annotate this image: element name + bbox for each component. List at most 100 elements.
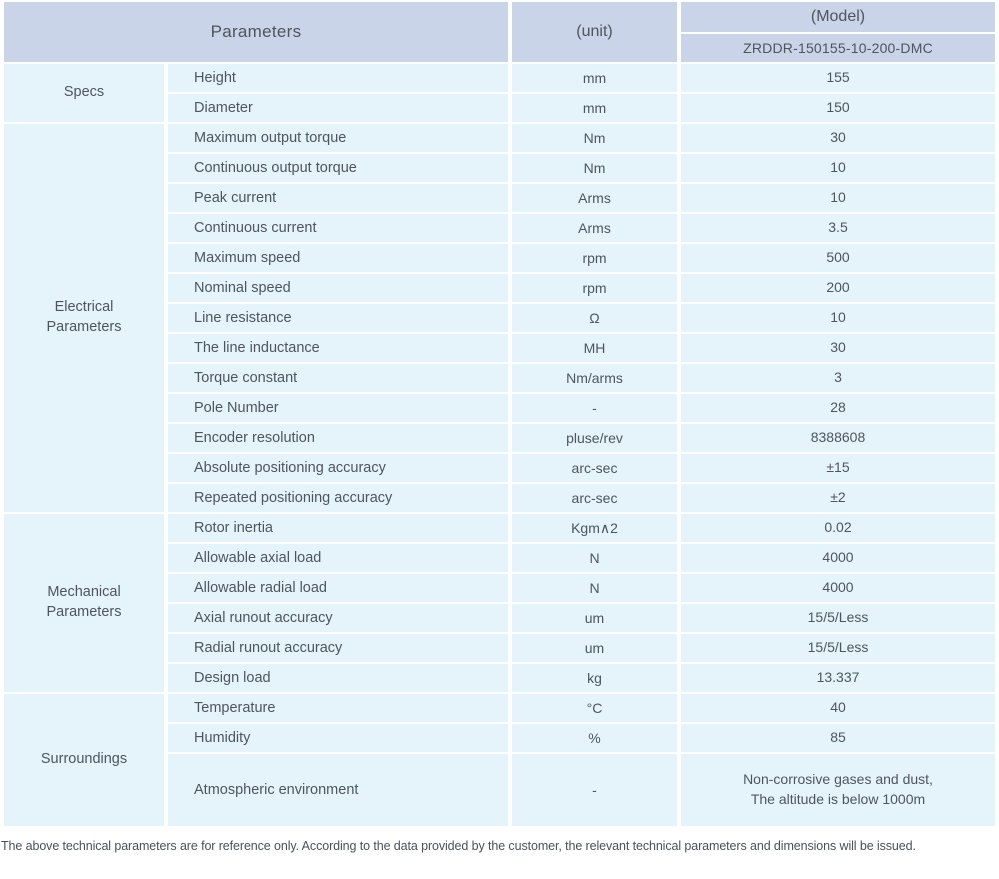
unit-cell: rpm bbox=[512, 244, 677, 272]
param-cell: Allowable axial load bbox=[168, 544, 508, 572]
table-row: Specs Height mm 155 bbox=[4, 64, 995, 122]
spec-table: Parameters (unit) (Model) ZRDDR-150155-1… bbox=[4, 2, 995, 826]
table-row: Design load kg 13.337 bbox=[4, 664, 995, 692]
param-cell: Repeated positioning accuracy bbox=[168, 484, 508, 512]
header-row: Parameters (unit) (Model) bbox=[4, 2, 995, 62]
param-cell: Continuous output torque bbox=[168, 154, 508, 182]
value-cell: 500 bbox=[681, 244, 995, 272]
value-cell: Non-corrosive gases and dust, The altitu… bbox=[681, 754, 995, 826]
unit-cell: N bbox=[512, 574, 677, 602]
table-row: Absolute positioning accuracy arc-sec ±1… bbox=[4, 454, 995, 482]
header-model: (Model) bbox=[681, 2, 995, 32]
value-cell: 10 bbox=[681, 154, 995, 182]
unit-cell: Nm bbox=[512, 124, 677, 152]
unit-cell: N bbox=[512, 544, 677, 572]
param-cell: Continuous current bbox=[168, 214, 508, 242]
unit-cell: MH bbox=[512, 334, 677, 362]
unit-cell: Nm bbox=[512, 154, 677, 182]
group-label-electrical: Electrical Parameters bbox=[4, 124, 164, 512]
value-cell: 4000 bbox=[681, 544, 995, 572]
table-row: Electrical Parameters Maximum output tor… bbox=[4, 124, 995, 512]
value-cell: 10 bbox=[681, 184, 995, 212]
value-cell: 3 bbox=[681, 364, 995, 392]
param-cell: Humidity bbox=[168, 724, 508, 752]
value-cell: 3.5 bbox=[681, 214, 995, 242]
unit-cell: Arms bbox=[512, 184, 677, 212]
param-cell: Line resistance bbox=[168, 304, 508, 332]
value-cell: 4000 bbox=[681, 574, 995, 602]
table-row: Repeated positioning accuracy arc-sec ±2 bbox=[4, 484, 995, 512]
param-cell: Rotor inertia bbox=[168, 514, 508, 542]
group-label-specs: Specs bbox=[4, 64, 164, 122]
param-cell: Encoder resolution bbox=[168, 424, 508, 452]
unit-cell: °C bbox=[512, 694, 677, 722]
param-cell: Atmospheric environment bbox=[168, 754, 508, 826]
table-row: Continuous output torque Nm 10 bbox=[4, 154, 995, 182]
unit-cell: pluse/rev bbox=[512, 424, 677, 452]
unit-cell: mm bbox=[512, 64, 677, 92]
table-row: Line resistance Ω 10 bbox=[4, 304, 995, 332]
value-cell: 28 bbox=[681, 394, 995, 422]
table-row: Radial runout accuracy um 15/5/Less bbox=[4, 634, 995, 662]
param-cell: Axial runout accuracy bbox=[168, 604, 508, 632]
table-row: Diameter mm 150 bbox=[4, 94, 995, 122]
unit-cell: arc-sec bbox=[512, 484, 677, 512]
param-cell: Absolute positioning accuracy bbox=[168, 454, 508, 482]
value-cell: 150 bbox=[681, 94, 995, 122]
param-cell: Diameter bbox=[168, 94, 508, 122]
value-cell: 85 bbox=[681, 724, 995, 752]
param-cell: Design load bbox=[168, 664, 508, 692]
group-label-mechanical: Mechanical Parameters bbox=[4, 514, 164, 692]
unit-cell: um bbox=[512, 634, 677, 662]
table-row: Peak current Arms 10 bbox=[4, 184, 995, 212]
param-cell: Temperature bbox=[168, 694, 508, 722]
footnote: The above technical parameters are for r… bbox=[1, 839, 916, 853]
value-cell: 15/5/Less bbox=[681, 634, 995, 662]
unit-cell: - bbox=[512, 754, 677, 826]
value-cell: 40 bbox=[681, 694, 995, 722]
table-row: The line inductance MH 30 bbox=[4, 334, 995, 362]
unit-cell: rpm bbox=[512, 274, 677, 302]
table-row: Axial runout accuracy um 15/5/Less bbox=[4, 604, 995, 632]
header-model-row: ZRDDR-150155-10-200-DMC bbox=[4, 34, 995, 62]
table-row: Surroundings Temperature °C 40 bbox=[4, 694, 995, 826]
table-row: Mechanical Parameters Rotor inertia Kgm∧… bbox=[4, 514, 995, 692]
value-cell: 8388608 bbox=[681, 424, 995, 452]
header-model-code: ZRDDR-150155-10-200-DMC bbox=[681, 34, 995, 62]
param-cell: Maximum speed bbox=[168, 244, 508, 272]
table-row: Torque constant Nm/arms 3 bbox=[4, 364, 995, 392]
param-cell: Height bbox=[168, 64, 508, 92]
unit-cell: kg bbox=[512, 664, 677, 692]
table-row: Humidity % 85 bbox=[4, 724, 995, 752]
header-unit: (unit) bbox=[512, 2, 677, 62]
table-row: Maximum speed rpm 500 bbox=[4, 244, 995, 272]
unit-cell: arc-sec bbox=[512, 454, 677, 482]
value-cell: 155 bbox=[681, 64, 995, 92]
param-cell: Allowable radial load bbox=[168, 574, 508, 602]
unit-cell: - bbox=[512, 394, 677, 422]
table-row: Encoder resolution pluse/rev 8388608 bbox=[4, 424, 995, 452]
value-cell: 15/5/Less bbox=[681, 604, 995, 632]
value-cell: ±15 bbox=[681, 454, 995, 482]
table-row: Allowable axial load N 4000 bbox=[4, 544, 995, 572]
param-cell: Maximum output torque bbox=[168, 124, 508, 152]
value-cell: 0.02 bbox=[681, 514, 995, 542]
param-cell: Torque constant bbox=[168, 364, 508, 392]
value-cell: 30 bbox=[681, 124, 995, 152]
table-row: Nominal speed rpm 200 bbox=[4, 274, 995, 302]
unit-cell: Arms bbox=[512, 214, 677, 242]
unit-cell: % bbox=[512, 724, 677, 752]
table-row: Pole Number - 28 bbox=[4, 394, 995, 422]
value-cell: ±2 bbox=[681, 484, 995, 512]
unit-cell: Nm/arms bbox=[512, 364, 677, 392]
param-cell: Peak current bbox=[168, 184, 508, 212]
unit-cell: Kgm∧2 bbox=[512, 514, 677, 542]
table-row: Continuous current Arms 3.5 bbox=[4, 214, 995, 242]
unit-cell: um bbox=[512, 604, 677, 632]
param-cell: Radial runout accuracy bbox=[168, 634, 508, 662]
value-cell: 13.337 bbox=[681, 664, 995, 692]
param-cell: Nominal speed bbox=[168, 274, 508, 302]
param-cell: Pole Number bbox=[168, 394, 508, 422]
param-cell: The line inductance bbox=[168, 334, 508, 362]
value-cell: 200 bbox=[681, 274, 995, 302]
